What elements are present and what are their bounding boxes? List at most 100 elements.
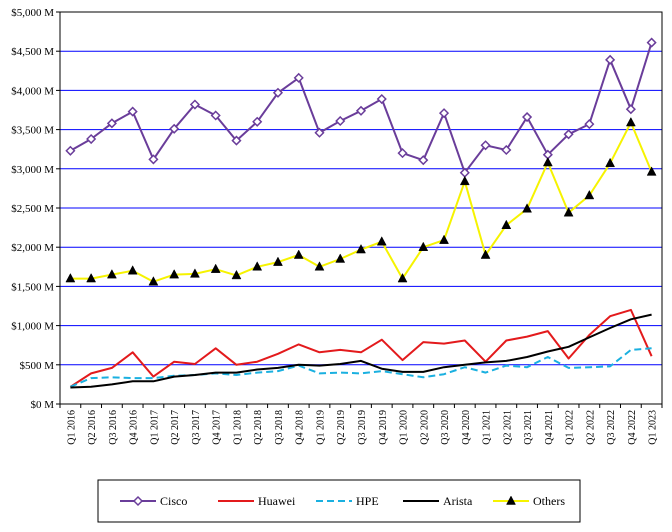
data-point-cisco	[418, 155, 429, 166]
y-tick-label: $4,500 M	[11, 46, 54, 58]
x-tick-label: Q3 2016	[108, 410, 119, 445]
x-tick-label: Q3 2018	[274, 410, 285, 445]
data-point-others	[480, 249, 491, 259]
y-tick-label: $5,000 M	[11, 7, 54, 19]
data-point-others	[459, 175, 470, 186]
data-point-cisco	[189, 99, 200, 110]
x-tick-label: Q2 2021	[502, 410, 513, 445]
data-point-cisco	[625, 104, 636, 115]
data-point-others	[397, 273, 408, 283]
data-point-cisco	[252, 116, 263, 127]
data-point-others	[625, 117, 636, 127]
y-tick-label: $1,500 M	[11, 281, 54, 293]
x-tick-label: Q3 2017	[191, 410, 202, 445]
x-tick-label: Q2 2018	[253, 410, 264, 445]
x-tick-label: Q1 2023	[648, 410, 659, 445]
legend-label: Huawei	[258, 494, 296, 508]
legend-item-others: Others	[493, 494, 565, 508]
data-point-cisco	[169, 123, 180, 134]
x-tick-label: Q3 2021	[523, 410, 534, 445]
data-point-cisco	[86, 133, 97, 145]
legend-item-huawei: Huawei	[218, 494, 296, 508]
gridlines	[60, 50, 662, 366]
data-point-cisco	[605, 54, 616, 65]
series-markers	[65, 37, 657, 286]
data-point-others	[314, 261, 325, 271]
data-point-others	[252, 261, 263, 271]
data-point-others	[65, 273, 76, 283]
y-axis-ticks: $0 M $500 M $1,000 M $1,500 M $2,000 M $2,500…	[11, 7, 60, 411]
legend-label: Others	[533, 494, 565, 508]
data-point-others	[231, 269, 242, 280]
x-tick-label: Q1 2022	[565, 410, 576, 445]
data-point-cisco	[231, 135, 242, 146]
plot-area-border	[59, 11, 663, 405]
data-point-others	[335, 253, 346, 263]
data-point-cisco	[438, 108, 450, 119]
series-line-hpe	[70, 347, 652, 388]
x-tick-label: Q2 2022	[585, 410, 596, 445]
legend-marker	[132, 495, 144, 507]
x-tick-label: Q1 2019	[315, 410, 326, 445]
data-point-cisco	[522, 111, 533, 123]
data-point-others	[522, 203, 532, 213]
data-point-others	[584, 189, 595, 200]
data-point-others	[148, 276, 159, 286]
data-point-cisco	[480, 140, 491, 151]
data-point-others	[106, 269, 117, 279]
x-tick-label: Q4 2022	[627, 410, 638, 445]
legend: Cisco Huawei HPE Arista Others	[97, 479, 581, 523]
y-tick-label: $4,000 M	[11, 85, 54, 97]
data-point-cisco	[501, 144, 512, 156]
data-point-cisco	[335, 115, 346, 127]
x-tick-label: Q2 2020	[419, 410, 430, 445]
series-line-arista	[70, 313, 652, 389]
data-point-others	[190, 268, 200, 278]
y-tick-label: $0 M	[30, 399, 54, 411]
x-tick-label: Q4 2016	[129, 410, 140, 445]
x-tick-label: Q4 2018	[295, 410, 306, 445]
data-point-cisco	[584, 119, 595, 130]
data-point-others	[542, 156, 553, 167]
x-tick-label: Q3 2020	[440, 410, 451, 445]
data-point-others	[293, 249, 304, 259]
x-tick-label: Q4 2019	[378, 410, 389, 445]
y-tick-label: $3,000 M	[11, 164, 54, 176]
series-line-huawei	[69, 308, 653, 388]
x-tick-label: Q4 2021	[544, 410, 555, 445]
data-point-cisco	[148, 154, 159, 165]
data-point-cisco	[210, 110, 221, 121]
x-tick-label: Q4 2020	[461, 410, 472, 445]
data-point-cisco	[397, 148, 408, 159]
data-point-cisco	[314, 127, 325, 138]
data-point-others	[418, 241, 429, 251]
data-point-cisco	[272, 87, 284, 98]
data-point-cisco	[106, 118, 117, 129]
data-point-others	[439, 234, 449, 244]
data-point-others	[273, 256, 283, 266]
x-tick-label: Q3 2022	[606, 410, 617, 445]
x-tick-label: Q2 2019	[336, 410, 347, 445]
data-point-others	[646, 166, 657, 176]
legend-item-arista: Arista	[403, 494, 473, 508]
legend-item-hpe: HPE	[316, 494, 379, 508]
x-tick-label: Q2 2016	[87, 410, 98, 445]
x-tick-label: Q1 2016	[66, 410, 77, 445]
data-point-cisco	[293, 72, 304, 83]
series-line-others	[70, 121, 653, 283]
y-tick-label: $1,000 M	[11, 321, 54, 333]
x-tick-label: Q1 2018	[232, 410, 243, 445]
x-tick-label: Q1 2017	[149, 410, 160, 445]
data-point-others	[376, 236, 387, 246]
legend-marker	[506, 495, 516, 505]
data-point-cisco	[127, 106, 138, 117]
data-point-cisco	[355, 105, 367, 116]
legend-label: Arista	[443, 494, 473, 508]
y-tick-label: $500 M	[19, 360, 54, 372]
x-tick-label: Q2 2017	[170, 410, 181, 445]
legend-item-cisco: Cisco	[120, 494, 187, 508]
data-point-cisco	[563, 129, 574, 140]
y-tick-label: $2,500 M	[11, 203, 54, 215]
x-tick-label: Q4 2017	[212, 410, 223, 445]
